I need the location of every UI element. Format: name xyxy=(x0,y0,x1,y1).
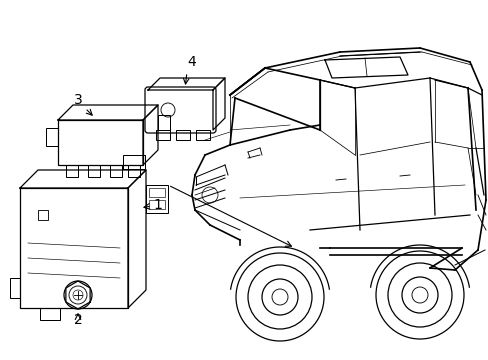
Bar xyxy=(40,308,60,320)
Bar xyxy=(149,188,164,197)
Bar xyxy=(58,120,142,165)
Text: 3: 3 xyxy=(74,93,82,107)
Bar xyxy=(20,188,128,308)
Bar xyxy=(158,115,170,130)
Bar xyxy=(88,165,100,177)
Text: 4: 4 xyxy=(187,55,196,69)
Text: 1: 1 xyxy=(153,198,162,212)
Bar xyxy=(146,185,168,213)
Bar xyxy=(176,130,190,140)
Bar xyxy=(38,210,48,220)
Bar xyxy=(10,278,20,298)
Bar xyxy=(110,165,122,177)
Bar xyxy=(46,128,58,146)
Bar xyxy=(128,165,140,177)
Bar xyxy=(149,200,164,209)
Text: 2: 2 xyxy=(74,313,82,327)
Bar xyxy=(156,130,170,140)
Bar xyxy=(66,165,78,177)
Bar xyxy=(196,130,209,140)
Bar xyxy=(123,155,145,169)
